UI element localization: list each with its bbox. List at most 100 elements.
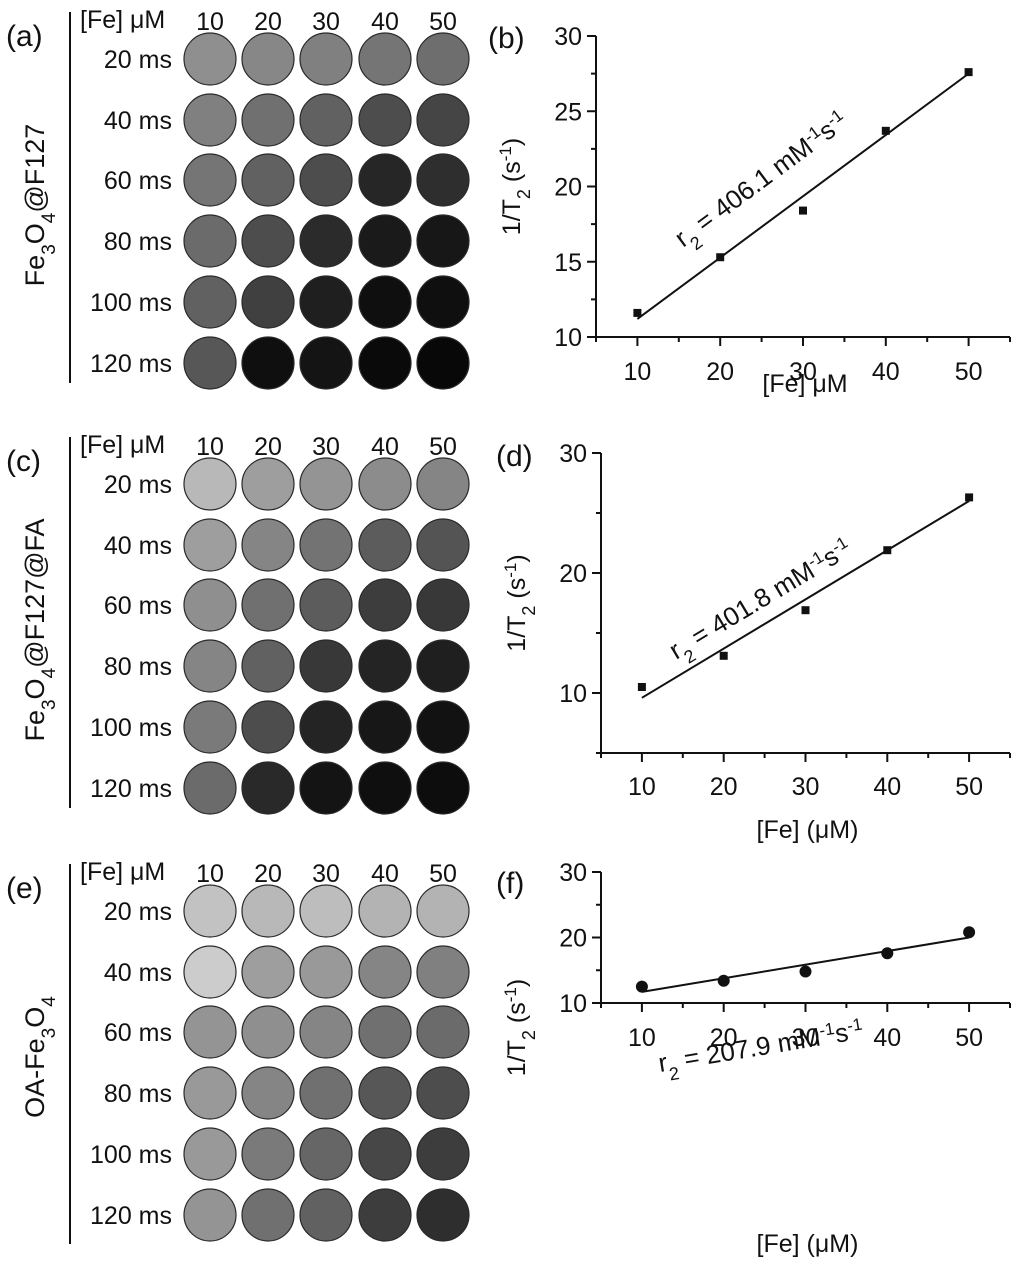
data-point	[881, 947, 894, 960]
mri-phantom-well	[241, 639, 295, 693]
y-tick-label: 10	[559, 990, 587, 1018]
annotation-superscript: -1	[818, 1019, 836, 1040]
mri-phantom-well	[299, 945, 353, 999]
x-tick-label: 50	[955, 358, 983, 386]
mri-phantom-well	[241, 275, 295, 329]
concentration-label: 40	[371, 8, 399, 36]
fit-line	[636, 72, 970, 320]
mri-phantom-well	[358, 1066, 412, 1120]
concentration-label: 40	[371, 433, 399, 461]
chart-panel-label: (d)	[496, 440, 533, 473]
y-label-superscript: -1	[501, 563, 520, 578]
sample-element: O	[20, 678, 50, 699]
mri-phantom-well	[183, 518, 237, 572]
x-tick-label: 30	[792, 773, 820, 801]
y-tick-label: 30	[559, 859, 587, 887]
mri-phantom-well	[241, 761, 295, 815]
concentration-label: 50	[429, 8, 457, 36]
mri-phantom-well	[416, 336, 470, 390]
echo-time-label: 100 ms	[90, 1141, 172, 1169]
y-label-main: 1/T	[498, 199, 526, 235]
x-axis-label: [Fe] (μM)	[757, 1230, 859, 1258]
y-axis-label: 1/T2 (s-1)	[496, 138, 535, 235]
mri-phantom-well	[241, 214, 295, 268]
x-tick-label: 30	[789, 358, 817, 386]
sample-element: Fe	[20, 710, 50, 742]
y-label-main: 1/T	[503, 616, 531, 652]
mri-phantom-well	[416, 275, 470, 329]
concentration-label: 10	[196, 433, 224, 461]
mri-phantom-well	[358, 275, 412, 329]
mri-phantom-well	[183, 214, 237, 268]
annotation-r: r	[656, 1047, 670, 1078]
concentration-header: [Fe] μM	[80, 6, 165, 34]
mri-phantom-well	[241, 457, 295, 511]
data-point	[799, 965, 812, 978]
x-tick-label: 20	[706, 358, 734, 386]
mri-phantom-well	[358, 153, 412, 207]
mri-phantom-well	[183, 578, 237, 632]
mri-phantom-well	[358, 884, 412, 938]
y-tick-label: 20	[559, 925, 587, 953]
data-point	[717, 974, 730, 987]
mri-phantom-well	[183, 700, 237, 754]
y-label-main: 1/T	[503, 1040, 531, 1076]
echo-time-label: 40 ms	[104, 959, 172, 987]
mri-phantom-well	[358, 700, 412, 754]
y-axis-label: 1/T2 (s-1)	[501, 554, 540, 651]
mri-phantom-well	[299, 1066, 353, 1120]
mri-phantom-well	[416, 32, 470, 86]
concentration-label: 50	[429, 433, 457, 461]
fit-line	[641, 500, 970, 699]
y-tick-label: 10	[559, 680, 587, 708]
x-tick-label: 40	[873, 1024, 901, 1052]
sample-name: OA-Fe3O4	[20, 996, 60, 1118]
mri-phantom-well	[241, 1127, 295, 1181]
mri-phantom-well	[241, 336, 295, 390]
mri-phantom-well	[358, 457, 412, 511]
data-point	[637, 683, 646, 691]
mri-phantom-well	[299, 578, 353, 632]
relaxivity-annotation: r2 = 406.1 mM-1s-1	[668, 105, 857, 259]
concentration-label: 30	[312, 433, 340, 461]
mri-phantom-well	[299, 93, 353, 147]
sample-suffix: @F127	[20, 124, 50, 213]
echo-time-label: 60 ms	[104, 167, 172, 195]
y-label-unit: )	[503, 554, 531, 562]
mri-phantom-well	[416, 1066, 470, 1120]
mri-phantom-well	[183, 761, 237, 815]
data-point	[635, 980, 648, 993]
image-panel-2: (c) Fe3O4@F127@FA [Fe] μM 10 20 30 40 50 20 ms 40…	[6, 431, 470, 815]
mri-phantom-well	[183, 639, 237, 693]
mri-phantom-well	[241, 884, 295, 938]
concentration-label: 40	[371, 860, 399, 888]
mri-phantom-well	[416, 700, 470, 754]
data-point	[719, 651, 728, 660]
y-tick-label: 30	[559, 440, 587, 468]
mri-phantom-well	[299, 761, 353, 815]
sample-subscript: 3	[39, 244, 60, 255]
fit-line	[641, 936, 970, 993]
sample-suffix: @F127@FA	[20, 518, 50, 667]
mri-phantom-well	[358, 761, 412, 815]
mri-phantom-well	[358, 639, 412, 693]
mri-phantom-well	[183, 153, 237, 207]
x-tick-label: 20	[710, 773, 738, 801]
mri-phantom-well	[416, 518, 470, 572]
mri-phantom-well	[416, 1127, 470, 1181]
mri-phantom-well	[416, 1005, 470, 1059]
chart-panel-label: (b)	[488, 22, 525, 55]
mri-phantom-well	[183, 275, 237, 329]
echo-time-label: 120 ms	[90, 1202, 172, 1230]
chart-d: (d) 10 20 30 10 20 30 40 50 [Fe] (μM) 1/T2 (s-1) r2…	[496, 440, 1011, 844]
data-point	[716, 253, 725, 262]
echo-time-label: 120 ms	[90, 350, 172, 378]
x-tick-label: 40	[872, 358, 900, 386]
sample-subscript: 4	[39, 667, 60, 678]
mri-phantom-well	[241, 945, 295, 999]
annotation-value: = 207.9 mM	[675, 1022, 823, 1075]
echo-time-label: 60 ms	[104, 592, 172, 620]
mri-phantom-well	[299, 518, 353, 572]
mri-phantom-well	[241, 1005, 295, 1059]
sample-name: Fe3O4@F127	[20, 124, 60, 287]
